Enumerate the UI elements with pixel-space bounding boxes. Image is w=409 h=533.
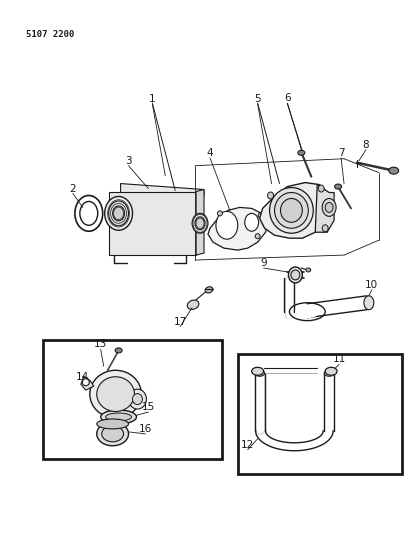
Ellipse shape [204, 287, 212, 293]
Ellipse shape [75, 196, 102, 231]
Ellipse shape [324, 370, 333, 376]
Ellipse shape [80, 201, 97, 225]
Ellipse shape [216, 212, 237, 239]
Ellipse shape [101, 426, 123, 442]
Ellipse shape [363, 296, 373, 310]
Text: 3: 3 [125, 156, 132, 166]
Text: 13: 13 [94, 340, 107, 350]
Text: 5: 5 [254, 94, 260, 104]
Ellipse shape [297, 150, 304, 155]
Ellipse shape [324, 203, 333, 212]
Ellipse shape [217, 211, 222, 216]
Ellipse shape [112, 206, 124, 221]
Ellipse shape [244, 213, 258, 231]
Ellipse shape [274, 192, 308, 228]
Text: 15: 15 [142, 402, 155, 412]
Ellipse shape [280, 198, 301, 222]
Ellipse shape [254, 234, 259, 239]
Text: 16: 16 [138, 424, 152, 434]
Text: 8: 8 [362, 140, 369, 150]
Ellipse shape [101, 410, 136, 424]
Ellipse shape [290, 270, 299, 280]
Ellipse shape [269, 188, 312, 233]
Ellipse shape [97, 419, 128, 429]
Text: 9: 9 [260, 258, 266, 268]
Polygon shape [120, 183, 204, 197]
Ellipse shape [258, 213, 263, 218]
Text: 5107 2200: 5107 2200 [26, 30, 74, 38]
Ellipse shape [267, 192, 273, 199]
Ellipse shape [288, 267, 301, 283]
Bar [237, 354, 401, 474]
Text: 14: 14 [76, 372, 89, 382]
Ellipse shape [321, 198, 335, 216]
Ellipse shape [305, 268, 310, 272]
Ellipse shape [388, 167, 398, 174]
Text: 6: 6 [283, 93, 290, 103]
Ellipse shape [324, 367, 336, 375]
Ellipse shape [132, 394, 142, 405]
Ellipse shape [128, 389, 146, 409]
Polygon shape [108, 191, 196, 255]
Text: 11: 11 [332, 354, 345, 365]
Ellipse shape [106, 413, 131, 421]
Text: 7: 7 [337, 148, 344, 158]
Ellipse shape [195, 217, 204, 230]
Ellipse shape [317, 185, 324, 192]
Ellipse shape [321, 225, 327, 232]
Ellipse shape [187, 300, 198, 310]
Polygon shape [315, 184, 333, 232]
Bar [43, 340, 221, 459]
Ellipse shape [104, 197, 132, 230]
Ellipse shape [334, 184, 341, 189]
Polygon shape [196, 190, 204, 255]
Ellipse shape [254, 370, 264, 376]
Ellipse shape [97, 377, 134, 411]
Ellipse shape [90, 370, 141, 418]
Text: 12: 12 [240, 440, 254, 450]
Ellipse shape [97, 422, 128, 446]
Text: 1: 1 [149, 94, 155, 104]
Text: 2: 2 [70, 183, 76, 193]
Ellipse shape [108, 201, 128, 226]
Ellipse shape [296, 306, 317, 317]
Text: 4: 4 [206, 148, 213, 158]
Text: 17: 17 [173, 317, 187, 327]
Ellipse shape [82, 379, 89, 386]
Polygon shape [259, 183, 328, 238]
Ellipse shape [115, 348, 122, 353]
Ellipse shape [192, 213, 207, 233]
Polygon shape [207, 207, 267, 250]
Ellipse shape [251, 367, 263, 375]
Polygon shape [81, 376, 94, 390]
Text: 10: 10 [364, 280, 378, 290]
